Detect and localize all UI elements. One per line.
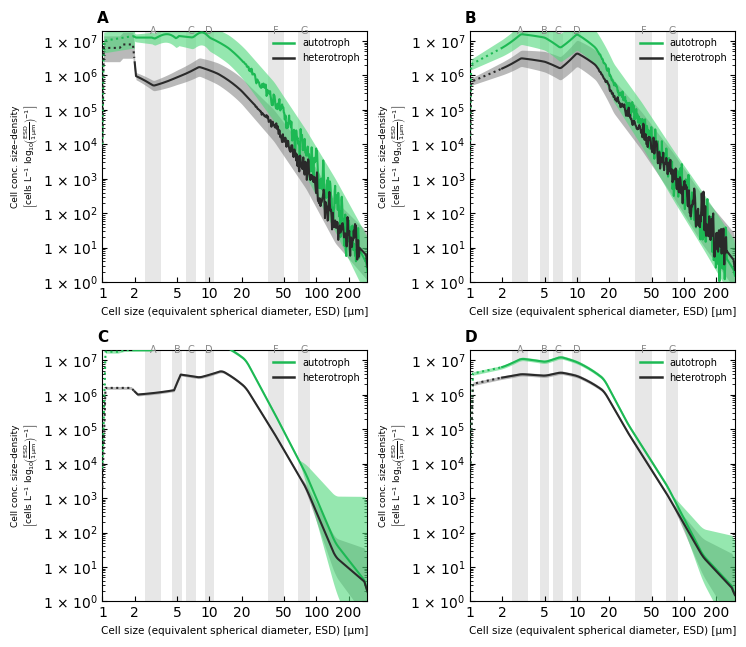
Bar bbox=[298, 350, 310, 602]
Text: A: A bbox=[149, 26, 156, 36]
Text: B: B bbox=[174, 345, 181, 355]
Bar bbox=[298, 30, 310, 282]
Text: F: F bbox=[641, 345, 646, 355]
Bar bbox=[635, 30, 651, 282]
X-axis label: Cell size (equivalent spherical diameter, ESD) [μm]: Cell size (equivalent spherical diameter… bbox=[101, 626, 369, 636]
Text: D: D bbox=[205, 345, 213, 355]
Text: A: A bbox=[149, 345, 156, 355]
Bar bbox=[172, 350, 181, 602]
Legend: autotroph, heterotroph: autotroph, heterotroph bbox=[270, 355, 363, 386]
X-axis label: Cell size (equivalent spherical diameter, ESD) [μm]: Cell size (equivalent spherical diameter… bbox=[468, 626, 736, 636]
X-axis label: Cell size (equivalent spherical diameter, ESD) [μm]: Cell size (equivalent spherical diameter… bbox=[101, 307, 369, 316]
Text: B: B bbox=[541, 26, 548, 36]
Text: F: F bbox=[273, 26, 279, 36]
Text: A: A bbox=[517, 345, 524, 355]
Bar bbox=[666, 350, 678, 602]
Text: C: C bbox=[187, 26, 194, 36]
Text: F: F bbox=[273, 345, 279, 355]
X-axis label: Cell size (equivalent spherical diameter, ESD) [μm]: Cell size (equivalent spherical diameter… bbox=[468, 307, 736, 316]
Legend: autotroph, heterotroph: autotroph, heterotroph bbox=[637, 355, 730, 386]
Bar bbox=[145, 350, 160, 602]
Text: D: D bbox=[573, 345, 580, 355]
Text: F: F bbox=[641, 26, 646, 36]
Bar bbox=[145, 30, 160, 282]
Legend: autotroph, heterotroph: autotroph, heterotroph bbox=[637, 36, 730, 66]
Y-axis label: Cell conc. size–density
$\left[\mathrm{cells\ L^{-1}\ log_{10}\!\left(\frac{ESD}: Cell conc. size–density $\left[\mathrm{c… bbox=[378, 105, 407, 208]
Bar bbox=[268, 350, 284, 602]
Text: G: G bbox=[301, 26, 308, 36]
Text: D: D bbox=[465, 330, 477, 345]
Bar bbox=[666, 30, 678, 282]
Text: G: G bbox=[301, 345, 308, 355]
Bar bbox=[540, 350, 549, 602]
Bar bbox=[513, 350, 528, 602]
Text: A: A bbox=[517, 26, 524, 36]
Bar bbox=[540, 30, 549, 282]
Text: A: A bbox=[97, 10, 109, 26]
Bar bbox=[513, 30, 528, 282]
Text: D: D bbox=[205, 26, 213, 36]
Text: D: D bbox=[573, 26, 580, 36]
Text: B: B bbox=[541, 345, 548, 355]
Bar bbox=[186, 350, 196, 602]
Text: G: G bbox=[668, 345, 676, 355]
Bar bbox=[186, 30, 196, 282]
Bar bbox=[572, 350, 581, 602]
Bar bbox=[553, 350, 563, 602]
Y-axis label: Cell conc. size–density
$\left[\mathrm{cells\ L^{-1}\ log_{10}\!\left(\frac{ESD}: Cell conc. size–density $\left[\mathrm{c… bbox=[378, 424, 407, 527]
Bar bbox=[204, 350, 214, 602]
Y-axis label: Cell conc. size–density
$\left[\mathrm{cells\ L^{-1}\ log_{10}\!\left(\frac{ESD}: Cell conc. size–density $\left[\mathrm{c… bbox=[11, 424, 40, 527]
Text: G: G bbox=[668, 26, 676, 36]
Text: C: C bbox=[555, 26, 562, 36]
Y-axis label: Cell conc. size–density
$\left[\mathrm{cells\ L^{-1}\ log_{10}\!\left(\frac{ESD}: Cell conc. size–density $\left[\mathrm{c… bbox=[11, 105, 40, 208]
Text: C: C bbox=[187, 345, 194, 355]
Bar bbox=[635, 350, 651, 602]
Text: B: B bbox=[465, 10, 476, 26]
Bar bbox=[572, 30, 581, 282]
Text: C: C bbox=[555, 345, 562, 355]
Bar bbox=[268, 30, 284, 282]
Bar bbox=[553, 30, 563, 282]
Bar bbox=[204, 30, 214, 282]
Legend: autotroph, heterotroph: autotroph, heterotroph bbox=[270, 36, 363, 66]
Text: C: C bbox=[97, 330, 108, 345]
